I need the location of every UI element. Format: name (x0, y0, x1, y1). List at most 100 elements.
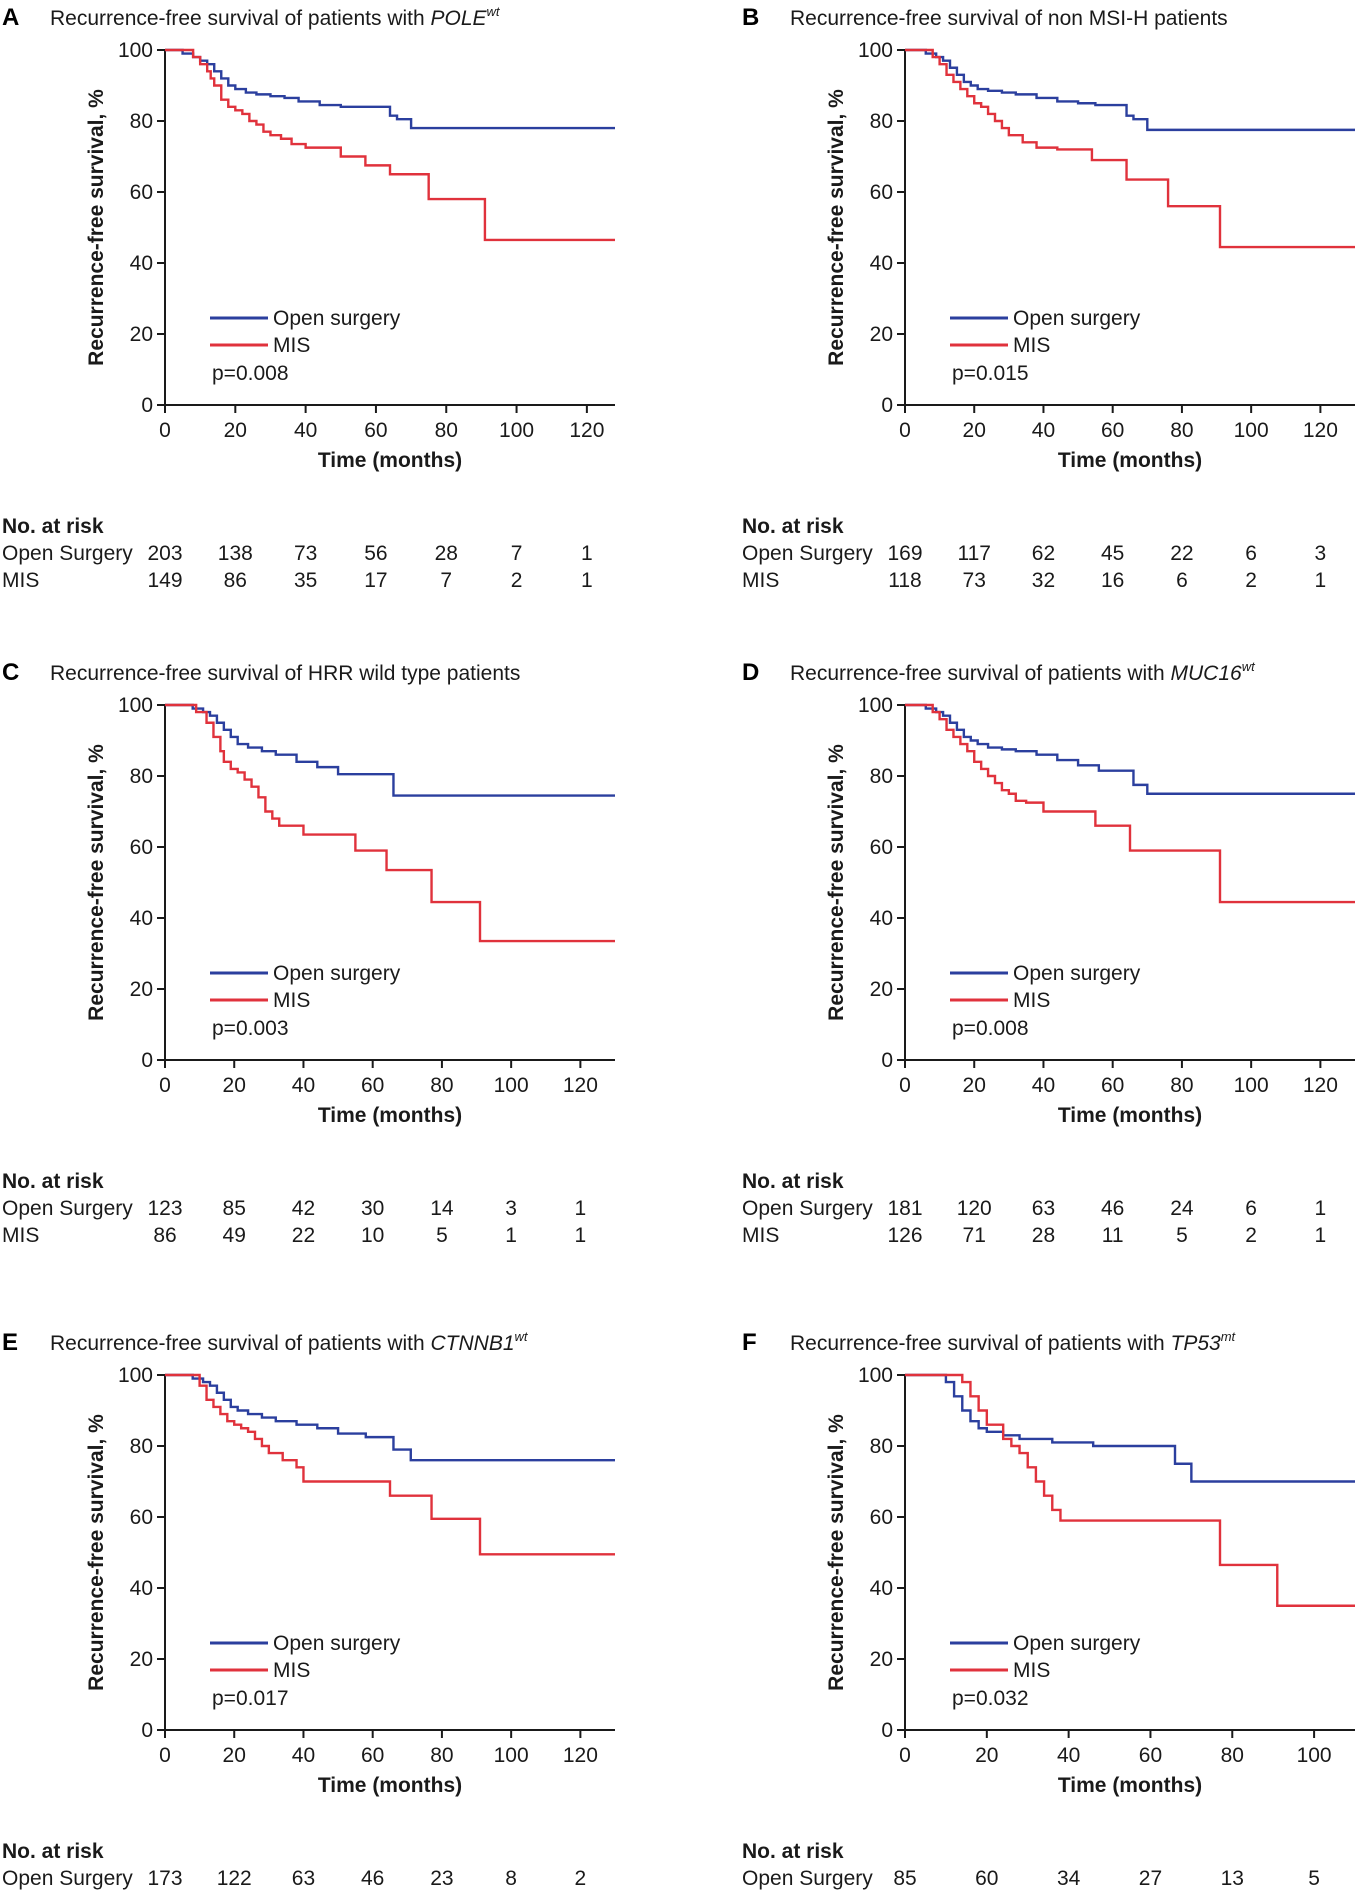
panel-a: A Recurrence-free survival of patients wi… (2, 4, 615, 592)
x-tick-label: 40 (1057, 1744, 1080, 1767)
y-tick-label: 60 (130, 181, 153, 204)
panel-letter: B (742, 4, 759, 31)
y-tick-label: 40 (130, 1577, 153, 1600)
y-tick-label: 20 (130, 1648, 153, 1671)
at-risk-open-count: 62 (1032, 542, 1055, 565)
y-tick-label: 100 (118, 39, 153, 62)
at-risk-mis-count: 2 (511, 569, 523, 592)
x-tick-label: 20 (963, 1074, 986, 1097)
at-risk-open-count: 3 (1315, 542, 1327, 565)
panel-title-text: Recurrence-free survival of patients wit… (790, 662, 1171, 685)
at-risk-open-count: 42 (292, 1197, 315, 1220)
panel-title: Recurrence-free survival of HRR wild typ… (50, 662, 520, 685)
x-tick-label: 40 (292, 1744, 315, 1767)
y-tick-label: 20 (130, 978, 153, 1001)
at-risk-open-count: 85 (893, 1867, 916, 1890)
at-risk-open-count: 46 (361, 1867, 384, 1890)
at-risk-open-count: 6 (1245, 542, 1257, 565)
at-risk-label-mis: MIS (2, 1224, 39, 1247)
panel-letter: F (742, 1329, 757, 1356)
legend-label-mis: MIS (1013, 334, 1050, 357)
at-risk-mis-count: 49 (223, 1224, 246, 1247)
at-risk-mis-count: 7 (440, 569, 452, 592)
y-axis-title: Recurrence-free survival, % (85, 89, 108, 366)
y-tick-label: 80 (870, 765, 893, 788)
at-risk-header: No. at risk (742, 515, 844, 538)
at-risk-mis-count: 10 (361, 1224, 384, 1247)
x-axis-title: Time (months) (318, 449, 462, 472)
p-value: p=0.015 (952, 362, 1029, 385)
at-risk-mis-count: 118 (888, 569, 921, 592)
panel-title: Recurrence-free survival of patients wit… (790, 1329, 1237, 1355)
x-axis-title: Time (months) (1058, 1774, 1202, 1797)
p-value: p=0.017 (212, 1687, 289, 1710)
panel-f: F Recurrence-free survival of patients wi… (742, 1329, 1355, 1890)
at-risk-label-open: Open Surgery (2, 1197, 133, 1220)
panel-title-gene: MUC16 (1171, 662, 1243, 685)
p-value: p=0.003 (212, 1017, 289, 1040)
x-tick-label: 120 (563, 1074, 598, 1097)
at-risk-open-count: 6 (1245, 1197, 1257, 1220)
panel-title-text: Recurrence-free survival of patients wit… (50, 1332, 431, 1355)
panel-title: Recurrence-free survival of non MSI-H pa… (790, 7, 1228, 30)
panel-letter: A (2, 4, 19, 31)
legend-label-mis: MIS (273, 334, 310, 357)
panel-title-gene: CTNNB1 (431, 1332, 515, 1355)
at-risk-mis-count: 86 (224, 569, 247, 592)
at-risk-open-count: 73 (294, 542, 317, 565)
at-risk-header: No. at risk (742, 1840, 844, 1863)
x-axis-title: Time (months) (1058, 449, 1202, 472)
p-value: p=0.032 (952, 1687, 1029, 1710)
x-axis-title: Time (months) (318, 1104, 462, 1127)
y-axis-title: Recurrence-free survival, % (825, 744, 848, 1021)
open-surgery-curve (165, 48, 615, 130)
y-tick-label: 80 (130, 110, 153, 133)
x-tick-label: 100 (1234, 1074, 1269, 1097)
y-tick-label: 60 (870, 181, 893, 204)
x-tick-label: 100 (494, 1074, 529, 1097)
legend-label-open: Open surgery (1013, 1632, 1141, 1655)
at-risk-mis-count: 2 (1245, 569, 1257, 592)
open-surgery-curve (905, 703, 1355, 795)
y-tick-label: 80 (870, 110, 893, 133)
x-tick-label: 0 (899, 419, 911, 442)
y-axis-title: Recurrence-free survival, % (85, 1414, 108, 1691)
at-risk-open-count: 2 (575, 1867, 587, 1890)
y-tick-label: 60 (870, 1506, 893, 1529)
x-tick-label: 60 (361, 1744, 384, 1767)
at-risk-open-count: 60 (975, 1867, 998, 1890)
legend-label-open: Open surgery (273, 1632, 401, 1655)
panel-c: C Recurrence-free survival of HRR wild ty… (2, 659, 615, 1247)
at-risk-open-count: 63 (292, 1867, 315, 1890)
panel-title: Recurrence-free survival of patients wit… (50, 1329, 529, 1355)
x-tick-label: 100 (1297, 1744, 1332, 1767)
at-risk-open-count: 3 (505, 1197, 517, 1220)
at-risk-mis-count: 35 (294, 569, 317, 592)
x-tick-label: 80 (430, 1744, 453, 1767)
panel-title-superscript: wt (515, 1329, 529, 1344)
legend-label-mis: MIS (273, 1659, 310, 1682)
at-risk-open-count: 13 (1221, 1867, 1244, 1890)
panel-title: Recurrence-free survival of patients wit… (50, 4, 501, 30)
y-tick-label: 80 (870, 1435, 893, 1458)
x-tick-label: 20 (223, 1074, 246, 1097)
at-risk-mis-count: 6 (1176, 569, 1188, 592)
at-risk-open-count: 1 (575, 1197, 587, 1220)
x-tick-label: 120 (563, 1744, 598, 1767)
x-tick-label: 40 (1032, 419, 1055, 442)
panel-letter: C (2, 659, 19, 686)
at-risk-open-count: 28 (435, 542, 458, 565)
y-tick-label: 40 (130, 907, 153, 930)
at-risk-header: No. at risk (2, 515, 104, 538)
x-tick-label: 40 (1032, 1074, 1055, 1097)
x-tick-label: 0 (159, 1744, 171, 1767)
x-tick-label: 100 (1234, 419, 1269, 442)
at-risk-mis-count: 71 (963, 1224, 986, 1247)
panel-title-superscript: wt (1242, 659, 1256, 674)
at-risk-label-open: Open Surgery (2, 1867, 133, 1890)
at-risk-open-count: 45 (1101, 542, 1124, 565)
x-tick-label: 20 (223, 1744, 246, 1767)
x-tick-label: 100 (494, 1744, 529, 1767)
at-risk-open-count: 14 (430, 1197, 454, 1220)
